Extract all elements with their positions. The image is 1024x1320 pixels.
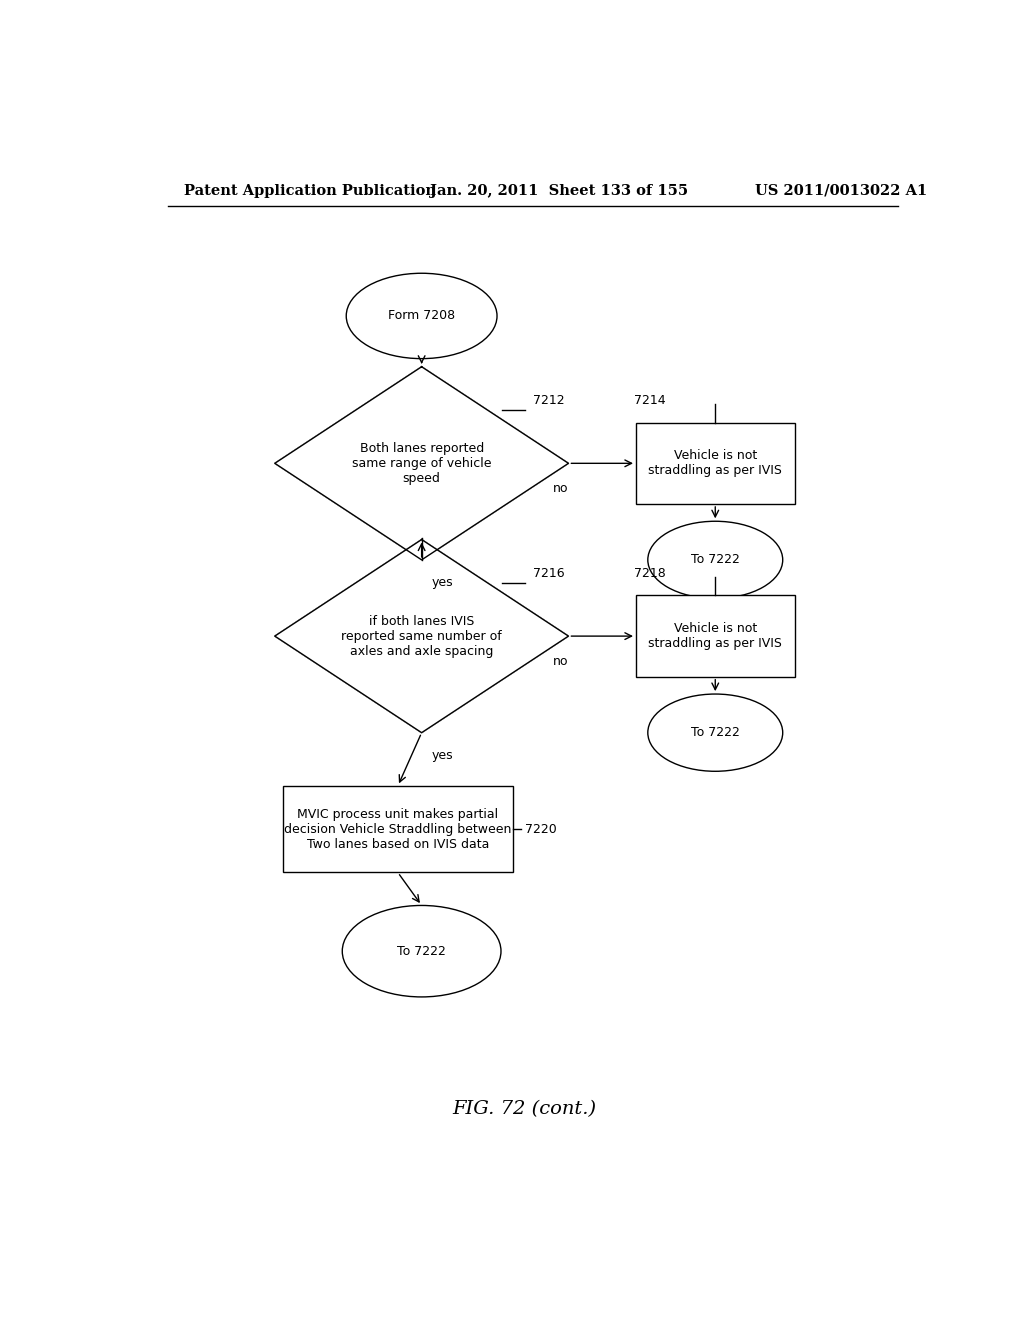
Polygon shape <box>274 540 568 733</box>
Text: yes: yes <box>432 576 454 589</box>
Text: 7214: 7214 <box>634 393 666 407</box>
FancyBboxPatch shape <box>283 785 513 873</box>
Text: 7212: 7212 <box>532 393 564 407</box>
Text: 7216: 7216 <box>532 566 564 579</box>
Ellipse shape <box>648 694 782 771</box>
Text: FIG. 72 (cont.): FIG. 72 (cont.) <box>453 1100 597 1118</box>
Text: To 7222: To 7222 <box>397 945 446 958</box>
Text: 7218: 7218 <box>634 566 666 579</box>
Text: Jan. 20, 2011  Sheet 133 of 155: Jan. 20, 2011 Sheet 133 of 155 <box>430 183 688 198</box>
Text: Vehicle is not
straddling as per IVIS: Vehicle is not straddling as per IVIS <box>648 622 782 651</box>
Polygon shape <box>274 367 568 560</box>
Text: Patent Application Publication: Patent Application Publication <box>183 183 435 198</box>
FancyBboxPatch shape <box>636 595 795 677</box>
Text: To 7222: To 7222 <box>691 726 739 739</box>
Text: MVIC process unit makes partial
decision Vehicle Straddling between
Two lanes ba: MVIC process unit makes partial decision… <box>284 808 512 850</box>
Text: US 2011/0013022 A1: US 2011/0013022 A1 <box>755 183 927 198</box>
Ellipse shape <box>342 906 501 997</box>
Text: 7220: 7220 <box>524 822 557 836</box>
Text: no: no <box>553 482 568 495</box>
Text: if both lanes IVIS
reported same number of
axles and axle spacing: if both lanes IVIS reported same number … <box>341 615 502 657</box>
Text: no: no <box>553 655 568 668</box>
Text: Vehicle is not
straddling as per IVIS: Vehicle is not straddling as per IVIS <box>648 449 782 478</box>
Ellipse shape <box>346 273 497 359</box>
Text: Form 7208: Form 7208 <box>388 309 456 322</box>
Ellipse shape <box>648 521 782 598</box>
FancyBboxPatch shape <box>636 422 795 504</box>
Text: yes: yes <box>432 748 454 762</box>
Text: Both lanes reported
same range of vehicle
speed: Both lanes reported same range of vehicl… <box>352 442 492 484</box>
Text: To 7222: To 7222 <box>691 553 739 566</box>
